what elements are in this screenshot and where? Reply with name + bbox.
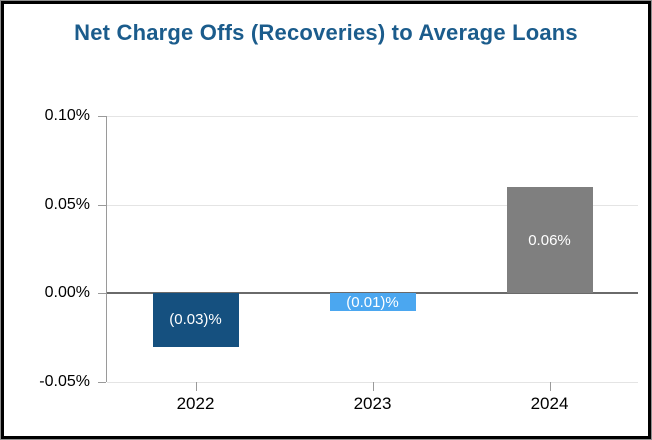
gridline [107,204,638,206]
plot-area: 0.10% 0.05% 0.00% -0.05% (0.03)% 2022 (0.01)% 2… [39,107,638,413]
bar-2023: (0.01)% [329,293,416,312]
x-axis-tick [372,382,374,391]
gridline [107,116,638,117]
bar-2024: 0.06% [506,186,593,294]
y-axis-tick-label: 0.05% [44,195,90,213]
y-axis-tick [98,116,106,117]
y-axis-tick-label: -0.05% [39,373,90,390]
y-axis-tick [98,293,106,295]
y-axis-line [106,116,107,382]
y-axis-tick [98,382,106,383]
x-axis-label-2024: 2024 [530,394,569,413]
bar-2022: (0.03)% [152,293,239,347]
y-axis-tick [98,204,106,206]
x-axis-label-2022: 2022 [176,394,215,413]
y-axis-tick-label: 0.10% [44,107,90,124]
x-axis-tick [549,382,551,391]
x-axis-tick [195,382,197,391]
y-axis-tick-label: 0.00% [44,284,90,302]
bar-data-label: (0.03)% [169,311,222,329]
x-axis-label-2023: 2023 [353,394,392,413]
bar-data-label: (0.01)% [346,293,399,311]
chart-title: Net Charge Offs (Recoveries) to Average … [74,20,578,45]
bar-data-label: 0.06% [528,231,571,249]
